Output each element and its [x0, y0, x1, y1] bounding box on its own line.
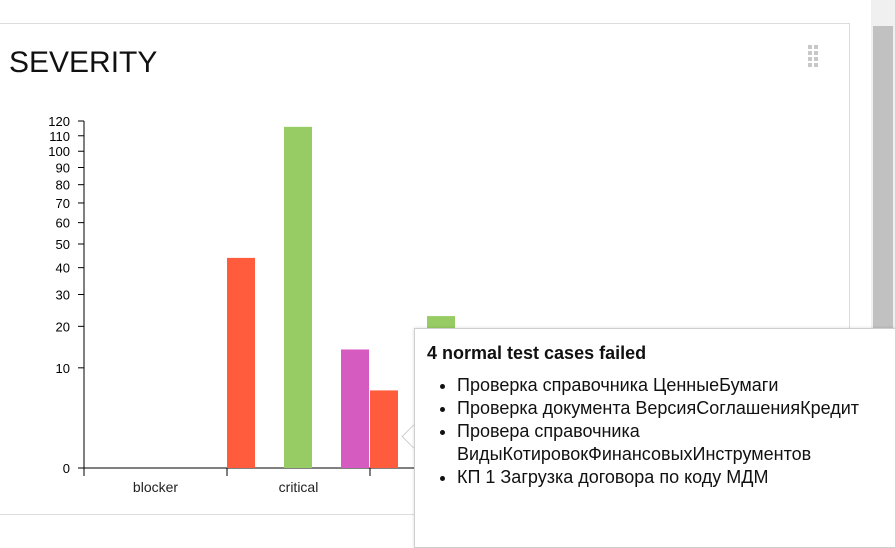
- tooltip-item: КП 1 Загрузка договора по коду МДМ: [457, 466, 891, 489]
- tooltip-heading: 4 normal test cases failed: [427, 343, 647, 363]
- x-tick-label: critical: [279, 479, 319, 495]
- y-tick-label: 90: [56, 160, 70, 175]
- y-tick-label: 10: [56, 361, 70, 376]
- bar: [284, 126, 312, 469]
- bar: [341, 349, 369, 468]
- y-tick-label: 80: [56, 178, 70, 193]
- widget-title: SEVERITY: [9, 46, 158, 79]
- y-tick-label: 40: [56, 261, 70, 276]
- y-tick-label: 20: [56, 319, 70, 334]
- bar: [227, 257, 255, 468]
- y-tick-label: 120: [48, 114, 70, 129]
- y-tick-label: 0: [63, 461, 70, 476]
- tooltip-item: Проверка справочника ЦенныеБумаги: [457, 374, 891, 397]
- tooltip-item: Провера справочника ВидыКотировокФинансо…: [457, 420, 891, 466]
- drag-handle-icon[interactable]: [808, 45, 824, 69]
- y-tick-label: 30: [56, 288, 70, 303]
- bar: [370, 390, 398, 468]
- y-tick-label: 60: [56, 216, 70, 231]
- y-tick-label: 70: [56, 196, 70, 211]
- y-tick-label: 110: [49, 129, 70, 144]
- tooltip-list: Проверка справочника ЦенныеБумаги Провер…: [427, 374, 891, 489]
- tooltip-item: Проверка документа ВерсияСоглашенияКреди…: [457, 397, 891, 420]
- y-tick-label: 50: [56, 237, 70, 252]
- y-tick-label: 100: [48, 144, 70, 159]
- x-tick-label: blocker: [133, 479, 178, 495]
- failed-cases-tooltip: 4 normal test cases failed Проверка спра…: [414, 328, 895, 548]
